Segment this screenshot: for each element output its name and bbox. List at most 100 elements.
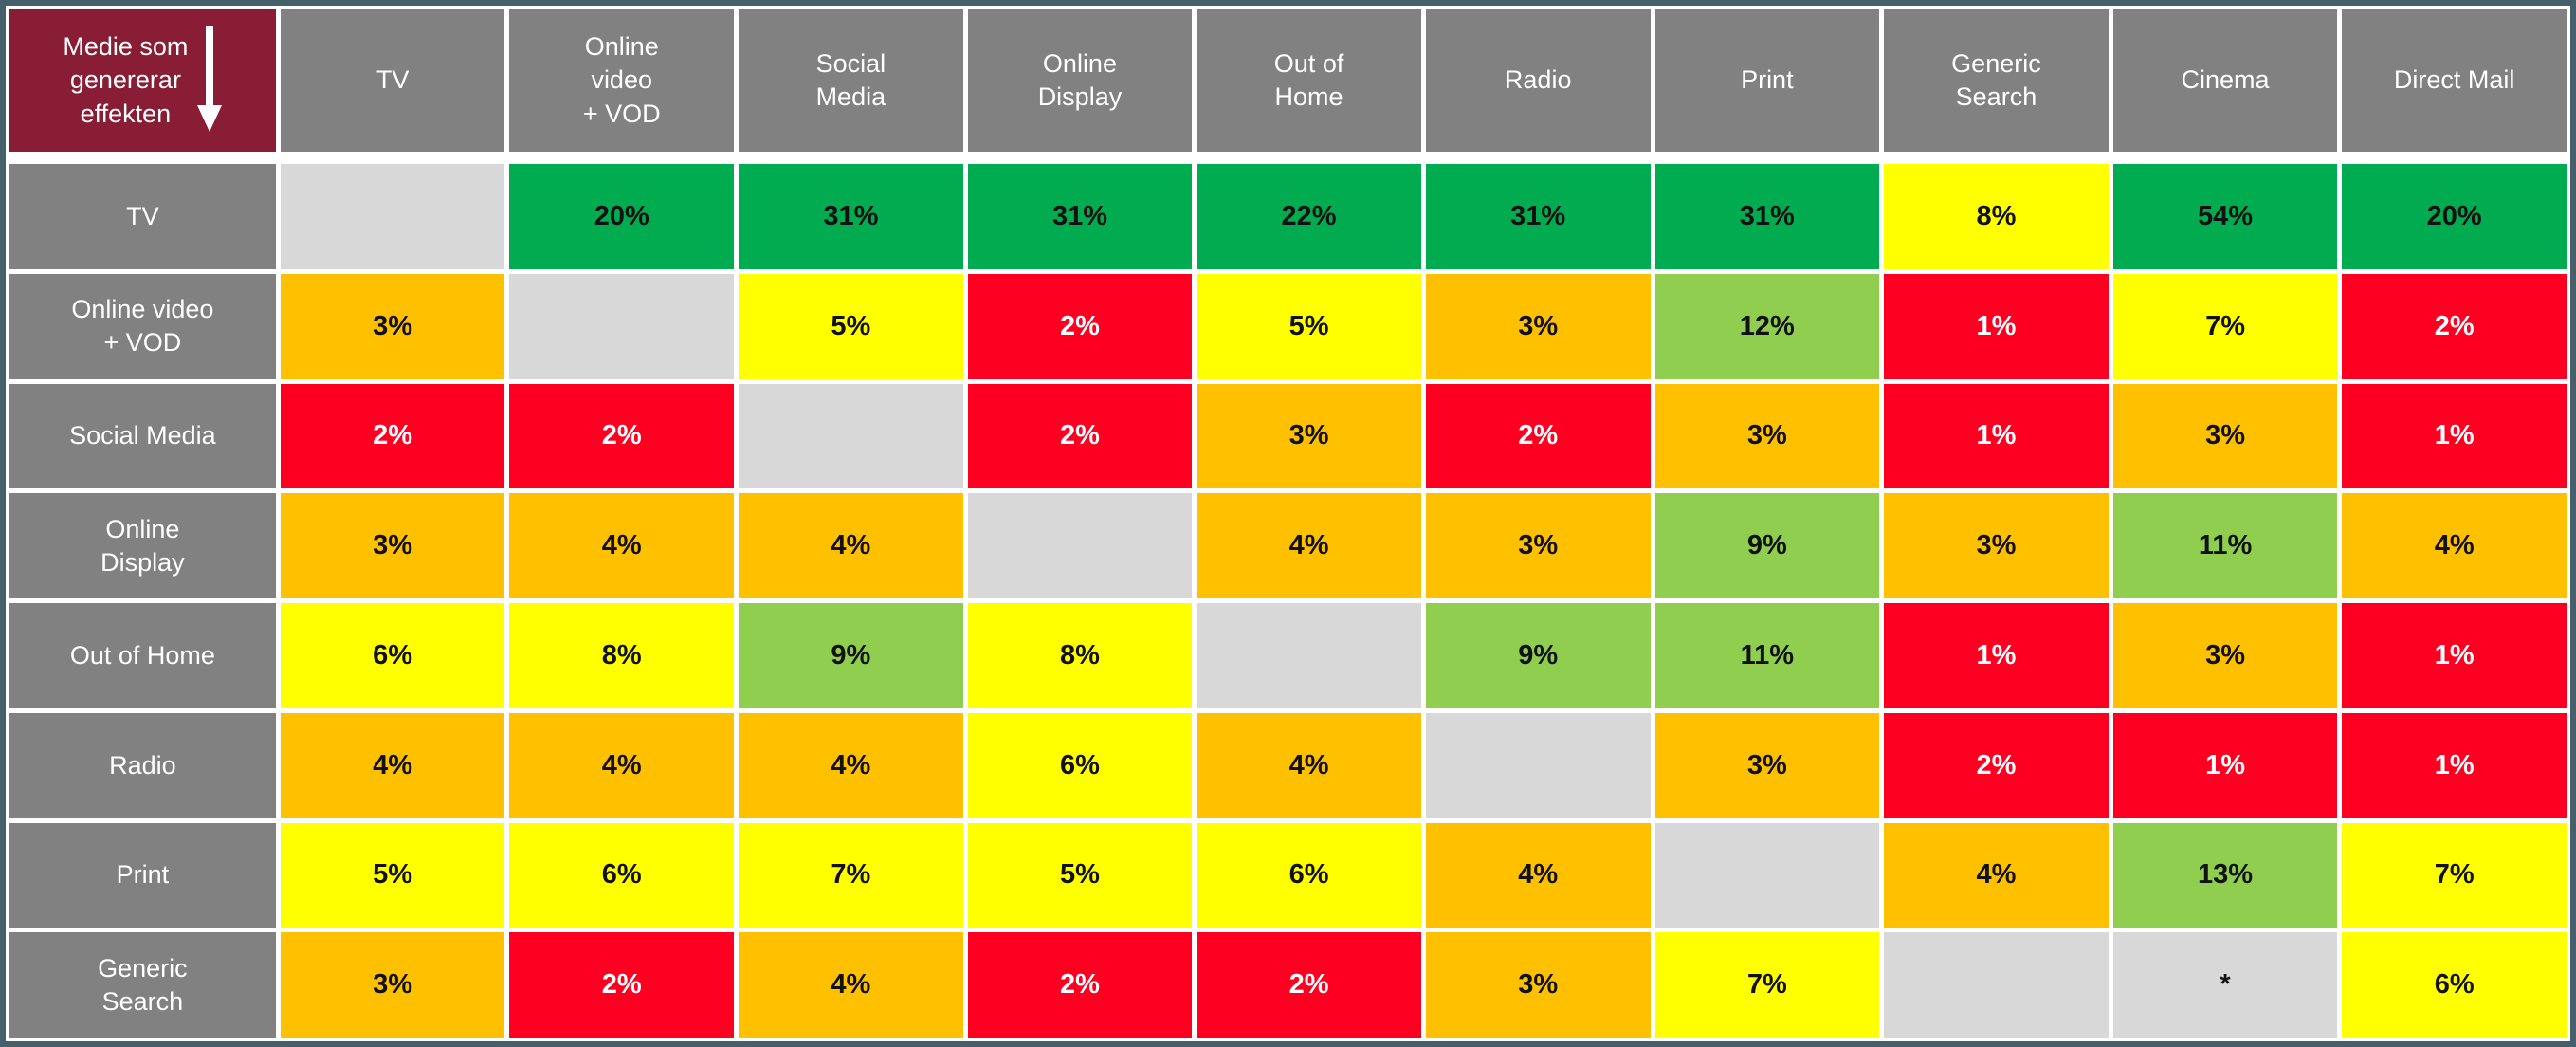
cell-out-of-home-radio: 9% (1425, 603, 1651, 708)
cell-tv-print: 31% (1654, 164, 1880, 269)
cell-online-display-out-of-home: 4% (1197, 493, 1421, 598)
cell-online-video-vod-online-video-vod (509, 273, 735, 379)
cell-print-print (1654, 822, 1880, 928)
cell-generic-search-generic-search (1884, 932, 2109, 1038)
corner-header-cell: Medie som genererar effekten (9, 9, 276, 152)
cell-out-of-home-social-media: 9% (739, 603, 963, 708)
cell-online-video-vod-online-display: 2% (967, 273, 1193, 379)
corner-title: Medie som genererar effekten (63, 32, 189, 128)
cell-print-out-of-home: 6% (1197, 822, 1421, 928)
cell-print-generic-search: 4% (1884, 822, 2109, 928)
cell-tv-social-media: 31% (739, 164, 963, 269)
cell-tv-tv (280, 164, 505, 269)
col-header-out-of-home: Out of Home (1197, 9, 1421, 152)
cell-online-display-online-display (967, 493, 1193, 598)
cell-generic-search-social-media: 4% (739, 932, 963, 1038)
media-effect-matrix: Medie som genererar effekten TV Online vi… (6, 6, 2570, 1041)
cell-tv-out-of-home: 22% (1197, 164, 1421, 269)
cell-social-media-online-video-vod: 2% (509, 383, 735, 489)
cell-social-media-cinema: 3% (2112, 383, 2338, 489)
row-header-social-media: Social Media (9, 383, 276, 489)
cell-generic-search-print: 7% (1654, 932, 1880, 1038)
header-row: Medie som genererar effekten TV Online vi… (9, 9, 2567, 152)
cell-generic-search-online-video-vod: 2% (509, 932, 735, 1038)
row-header-print: Print (9, 822, 276, 928)
cell-out-of-home-tv: 6% (280, 603, 505, 708)
cell-online-display-generic-search: 3% (1884, 493, 2109, 598)
col-header-generic-search: Generic Search (1884, 9, 2109, 152)
cell-online-video-vod-tv: 3% (280, 273, 505, 379)
cell-social-media-tv: 2% (280, 383, 505, 489)
cell-social-media-online-display: 2% (967, 383, 1193, 489)
row-header-tv: TV (9, 164, 276, 269)
cell-online-video-vod-generic-search: 1% (1884, 273, 2109, 379)
cell-out-of-home-generic-search: 1% (1884, 603, 2109, 708)
col-header-print: Print (1654, 9, 1880, 152)
cell-social-media-direct-mail: 1% (2342, 383, 2567, 489)
cell-radio-social-media: 4% (739, 712, 963, 818)
cell-social-media-radio: 2% (1425, 383, 1651, 489)
cell-online-display-print: 9% (1654, 493, 1880, 598)
cell-out-of-home-online-display: 8% (967, 603, 1193, 708)
cell-tv-generic-search: 8% (1884, 164, 2109, 269)
cell-out-of-home-online-video-vod: 8% (509, 603, 735, 708)
cell-out-of-home-cinema: 3% (2112, 603, 2338, 708)
row-header-radio: Radio (9, 712, 276, 818)
row-header-online-video-vod: Online video + VOD (9, 273, 276, 379)
cell-radio-online-video-vod: 4% (509, 712, 735, 818)
cell-generic-search-online-display: 2% (967, 932, 1193, 1038)
cell-radio-direct-mail: 1% (2342, 712, 2567, 818)
cell-tv-radio: 31% (1425, 164, 1651, 269)
cell-radio-tv: 4% (280, 712, 505, 818)
cell-online-display-cinema: 11% (2112, 493, 2338, 598)
cell-online-video-vod-out-of-home: 5% (1197, 273, 1421, 379)
col-header-online-display: Online Display (967, 9, 1193, 152)
cell-print-direct-mail: 7% (2342, 822, 2567, 928)
cell-online-video-vod-cinema: 7% (2112, 273, 2338, 379)
col-header-direct-mail: Direct Mail (2342, 9, 2567, 152)
cell-print-online-display: 5% (967, 822, 1193, 928)
row-header-online-display: Online Display (9, 493, 276, 598)
cell-radio-generic-search: 2% (1884, 712, 2109, 818)
cell-radio-online-display: 6% (967, 712, 1193, 818)
cell-online-video-vod-radio: 3% (1425, 273, 1651, 379)
cell-social-media-generic-search: 1% (1884, 383, 2109, 489)
cell-online-video-vod-direct-mail: 2% (2342, 273, 2567, 379)
matrix-body: TV 20% 31% 31% 22% 31% 31% 8% 54% 20% Online video… (9, 164, 2567, 1038)
col-header-cinema: Cinema (2112, 9, 2338, 152)
row-header-out-of-home: Out of Home (9, 603, 276, 708)
cell-print-cinema: 13% (2112, 822, 2338, 928)
cell-tv-online-video-vod: 20% (509, 164, 735, 269)
cell-generic-search-radio: 3% (1425, 932, 1651, 1038)
cell-radio-out-of-home: 4% (1197, 712, 1421, 818)
down-arrow-icon (197, 25, 223, 137)
cell-out-of-home-direct-mail: 1% (2342, 603, 2567, 708)
cell-print-social-media: 7% (739, 822, 963, 928)
cell-print-online-video-vod: 6% (509, 822, 735, 928)
cell-online-display-radio: 3% (1425, 493, 1651, 598)
cell-tv-direct-mail: 20% (2342, 164, 2567, 269)
cell-generic-search-tv: 3% (280, 932, 505, 1038)
cell-tv-cinema: 54% (2112, 164, 2338, 269)
cell-social-media-social-media (739, 383, 963, 489)
cell-out-of-home-out-of-home (1197, 603, 1421, 708)
cell-out-of-home-print: 11% (1654, 603, 1880, 708)
row-header-generic-search: Generic Search (9, 932, 276, 1038)
cell-print-tv: 5% (280, 822, 505, 928)
cell-social-media-print: 3% (1654, 383, 1880, 489)
col-header-radio: Radio (1425, 9, 1651, 152)
cell-online-video-vod-social-media: 5% (739, 273, 963, 379)
cell-online-display-tv: 3% (280, 493, 505, 598)
cell-radio-radio (1425, 712, 1651, 818)
cell-social-media-out-of-home: 3% (1197, 383, 1421, 489)
cell-tv-online-display: 31% (967, 164, 1193, 269)
cell-generic-search-direct-mail: 6% (2342, 932, 2567, 1038)
cell-online-display-social-media: 4% (739, 493, 963, 598)
cell-online-display-online-video-vod: 4% (509, 493, 735, 598)
cell-print-radio: 4% (1425, 822, 1651, 928)
cell-online-display-direct-mail: 4% (2342, 493, 2567, 598)
cell-online-video-vod-print: 12% (1654, 273, 1880, 379)
cell-radio-print: 3% (1654, 712, 1880, 818)
col-header-tv: TV (280, 9, 505, 152)
